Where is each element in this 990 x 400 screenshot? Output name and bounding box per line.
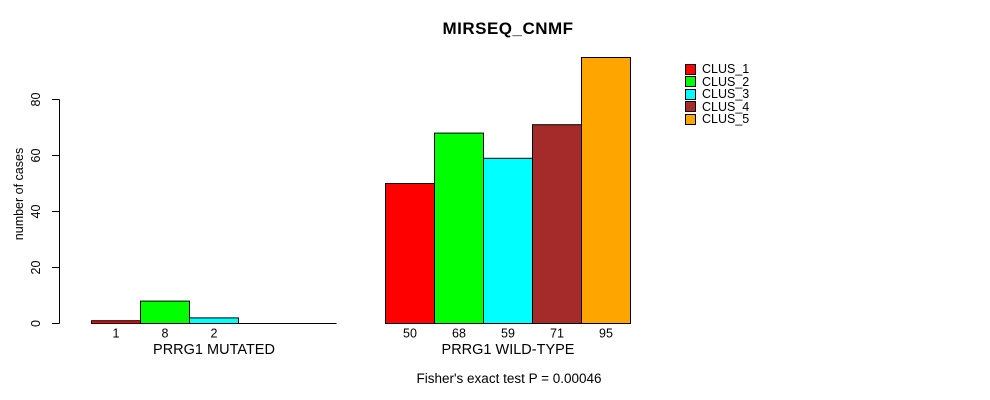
legend-label: CLUS_1 — [702, 62, 750, 77]
bar-value-label: 1 — [113, 327, 120, 341]
bar — [581, 57, 631, 324]
legend-swatch — [685, 101, 696, 113]
chart-title: MIRSEQ_CNMF — [442, 19, 574, 38]
legend-label: CLUS_2 — [702, 74, 750, 89]
legend-item: CLUS_3 — [685, 88, 749, 101]
fisher-test-annotation: Fisher's exact test P = 0.00046 — [416, 371, 602, 386]
y-tick-label: 0 — [29, 320, 43, 327]
legend-label: CLUS_5 — [702, 112, 750, 127]
bar — [91, 320, 141, 325]
legend-label: CLUS_3 — [702, 87, 750, 102]
bar — [140, 300, 190, 325]
group-label: PRRG1 MUTATED — [153, 342, 275, 358]
legend-label: CLUS_4 — [702, 99, 750, 114]
bar — [434, 132, 484, 324]
bar-value-label: 68 — [452, 327, 466, 341]
legend-item: CLUS_1 — [685, 63, 749, 76]
bar-value-label: 59 — [501, 327, 515, 341]
legend-swatch — [685, 113, 696, 125]
legend-item: CLUS_5 — [685, 113, 749, 126]
legend-item: CLUS_2 — [685, 74, 750, 89]
bar — [532, 124, 582, 324]
legend-swatch — [685, 63, 696, 75]
legend-item: CLUS_4 — [685, 99, 750, 114]
y-tick-label: 80 — [29, 93, 43, 107]
bar-value-label: 71 — [550, 327, 564, 341]
bar — [385, 183, 435, 324]
group-label: PRRG1 WILD-TYPE — [442, 342, 575, 358]
bar-value-label: 95 — [599, 327, 613, 341]
bar — [189, 317, 239, 324]
bar-value-label: 2 — [211, 327, 218, 341]
legend-swatch — [685, 88, 696, 100]
y-tick-label: 40 — [29, 205, 43, 219]
legend-swatch — [685, 76, 696, 88]
y-tick-label: 20 — [29, 261, 43, 275]
bar-value-label: 8 — [162, 327, 169, 341]
y-tick-label: 60 — [29, 149, 43, 163]
bar — [483, 157, 533, 324]
bar-value-label: 50 — [403, 327, 417, 341]
legend: CLUS_1 CLUS_2 CLUS_3 CLUS_4 CLUS_5 — [685, 63, 749, 126]
